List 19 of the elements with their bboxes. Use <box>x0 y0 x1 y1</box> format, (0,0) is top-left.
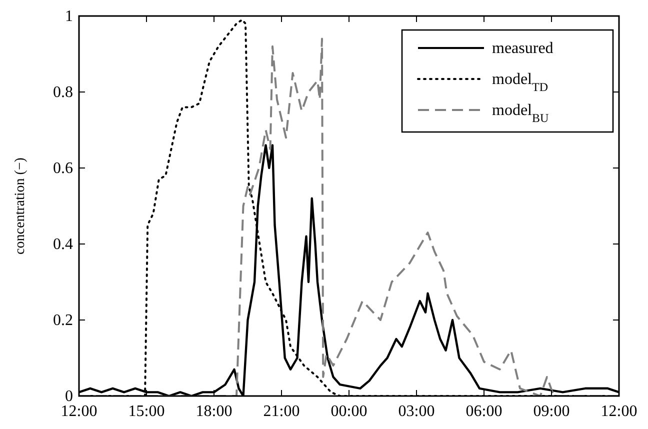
legend-label: model$_{BU}$ <box>492 102 550 125</box>
x-tick-label: 09:00 <box>533 403 570 420</box>
x-tick-label: 18:00 <box>196 403 232 420</box>
y-tick-label: 0.2 <box>53 312 73 329</box>
y-axis-title: concentration (−) <box>13 157 28 254</box>
x-tick-label: 06:00 <box>466 403 502 420</box>
y-tick-label: 1 <box>65 8 73 25</box>
x-tick-label: 12:00 <box>600 403 638 420</box>
x-tick-label: 03:00 <box>398 403 435 420</box>
y-tick-label: 0.4 <box>53 236 73 253</box>
legend-label: model$_{TD}$ <box>492 71 548 94</box>
x-tick-label: 00:00 <box>330 403 368 420</box>
x-tick-label: 12:00 <box>60 403 98 420</box>
x-tick-label: 15:00 <box>128 403 165 420</box>
y-tick-label: 0 <box>65 388 73 405</box>
legend-label: measured <box>492 40 554 57</box>
y-tick-label: 0.6 <box>53 160 73 177</box>
y-tick-label: 0.8 <box>53 84 73 101</box>
x-tick-label: 21:00 <box>263 403 300 420</box>
